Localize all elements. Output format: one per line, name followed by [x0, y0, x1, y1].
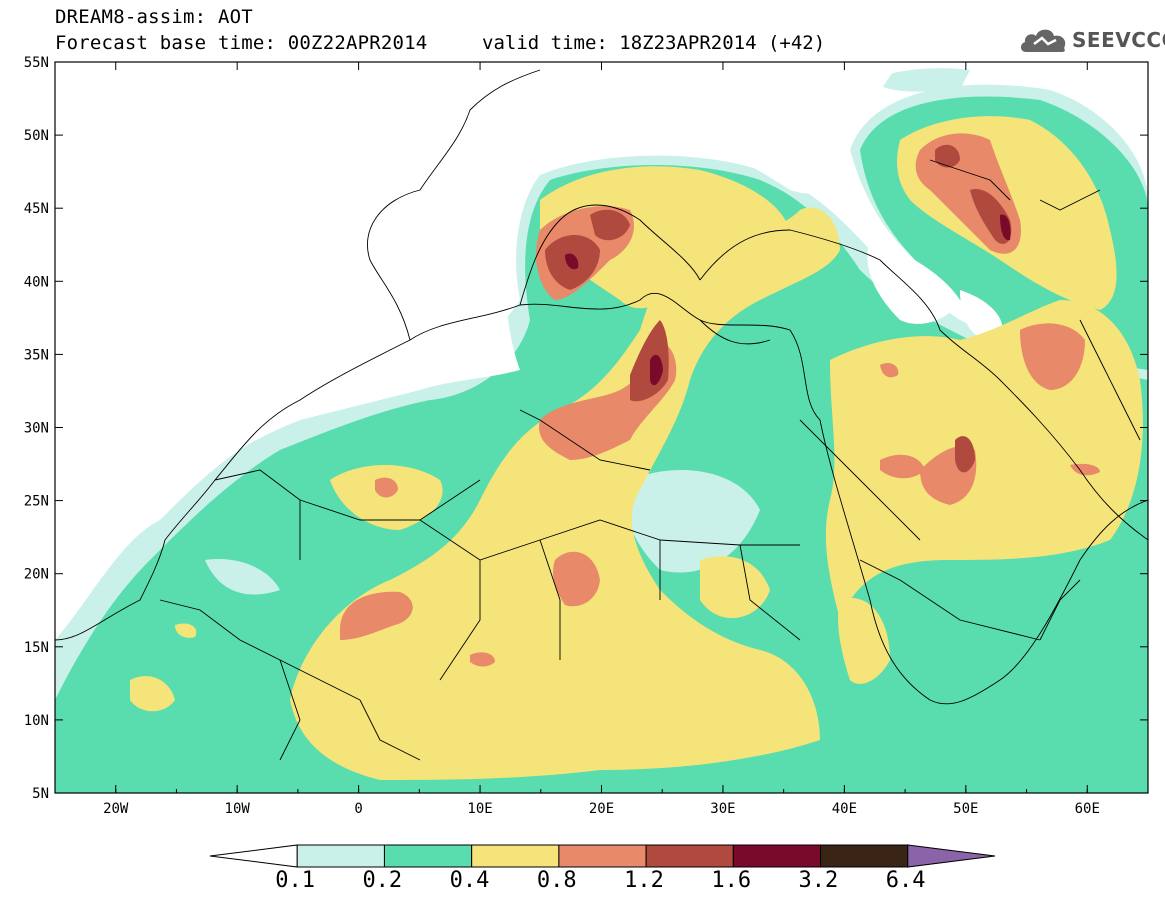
aot-level-1.6	[565, 214, 1011, 386]
lat-label: 10N	[24, 713, 49, 729]
valid-time: valid time: 18Z23APR2014 (+42)	[482, 32, 826, 54]
colorbar-segment	[383, 844, 473, 868]
colorbar-segment	[732, 844, 822, 868]
colorbar-label: 0.1	[275, 868, 315, 893]
colorbar-label: 1.6	[711, 868, 752, 893]
logo-text: SEEVCCC	[1072, 28, 1165, 52]
lon-label: 40E	[832, 801, 857, 817]
aot-field	[55, 62, 1148, 793]
colorbar-label: 6.4	[885, 868, 926, 893]
colorbar-segment	[645, 844, 734, 868]
lon-label: 0	[354, 801, 362, 817]
colorbar-segment	[820, 844, 909, 868]
aot-clear-patches	[55, 62, 1003, 620]
lat-label: 45N	[24, 201, 49, 217]
lat-label: 35N	[24, 347, 49, 363]
lat-label: 25N	[24, 494, 49, 510]
latitude-labels: 55N 50N 45N 40N 35N 30N 25N 20N 15N 10N 5N	[24, 55, 49, 802]
colorbar-segment	[471, 844, 560, 868]
colorbar-label: 3.2	[798, 868, 839, 893]
lat-label: 15N	[24, 640, 49, 656]
lon-label: 20E	[589, 801, 614, 817]
lat-label: 50N	[24, 128, 49, 144]
lat-label: 5N	[32, 786, 49, 802]
lon-label: 20W	[103, 801, 129, 817]
colorbar-label: 0.2	[362, 868, 403, 893]
colorbar-label: 0.8	[536, 868, 577, 893]
lon-label: 10E	[467, 801, 492, 817]
seevccc-logo: SEEVCCC	[1018, 22, 1165, 58]
lat-label: 55N	[24, 55, 49, 71]
colorbar-segment	[296, 844, 385, 868]
map-title: DREAM8-assim: AOT	[55, 6, 253, 28]
colorbar-segment	[907, 844, 996, 868]
coastlines-borders	[55, 69, 1148, 761]
lat-label: 20N	[24, 567, 49, 583]
colorbar-segment	[558, 844, 647, 868]
lon-label: 50E	[953, 801, 978, 817]
colorbar-label: 0.4	[449, 868, 490, 893]
forecast-base-time: Forecast base time: 00Z22APR2014	[55, 32, 428, 54]
colorbar-label: 1.2	[624, 868, 664, 893]
lat-label: 30N	[24, 421, 49, 437]
lat-label: 40N	[24, 274, 49, 290]
colorbar-under-triangle	[209, 844, 298, 868]
lon-label: 60E	[1075, 801, 1100, 817]
color-bar	[209, 844, 996, 868]
lon-label: 30E	[710, 801, 735, 817]
longitude-labels: 20W 10W 0 10E 20E 30E 40E 50E 60E	[103, 801, 1100, 817]
axis-ticks	[54, 61, 1149, 794]
cloud-icon	[1020, 29, 1066, 52]
lon-label: 10W	[225, 801, 251, 817]
